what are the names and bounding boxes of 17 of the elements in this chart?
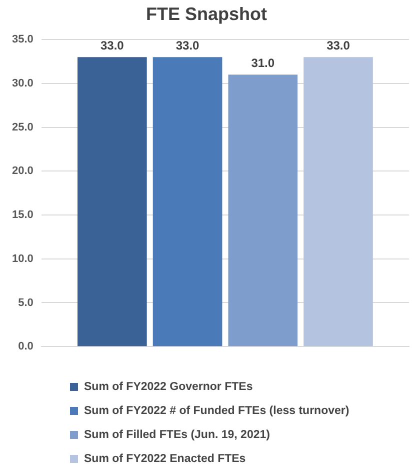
y-tick-label: 20.0 bbox=[12, 165, 34, 178]
data-label: 33.0 bbox=[326, 38, 350, 52]
y-tick-label: 5.0 bbox=[18, 296, 34, 309]
legend-label: Sum of FY2022 Governor FTEs bbox=[83, 380, 254, 395]
y-tick-label: 0.0 bbox=[18, 340, 34, 353]
legend-label: Sum of FY2022 Enacted FTEs bbox=[83, 452, 247, 467]
y-tick-label: 25.0 bbox=[12, 121, 34, 134]
data-label: 33.0 bbox=[100, 38, 124, 52]
y-tick-label: 15.0 bbox=[12, 209, 34, 222]
y-tick-label: 35.0 bbox=[12, 34, 34, 46]
y-tick-label: 30.0 bbox=[12, 77, 34, 90]
y-tick-label: 10.0 bbox=[12, 252, 34, 265]
legend-label: Sum of Filled FTEs (Jun. 19, 2021) bbox=[83, 428, 271, 443]
chart-title: FTE Snapshot bbox=[146, 4, 268, 24]
data-label: 33.0 bbox=[176, 38, 200, 52]
data-label: 31.0 bbox=[251, 56, 275, 70]
legend-label: Sum of FY2022 # of Funded FTEs (less turnover) bbox=[83, 404, 350, 419]
